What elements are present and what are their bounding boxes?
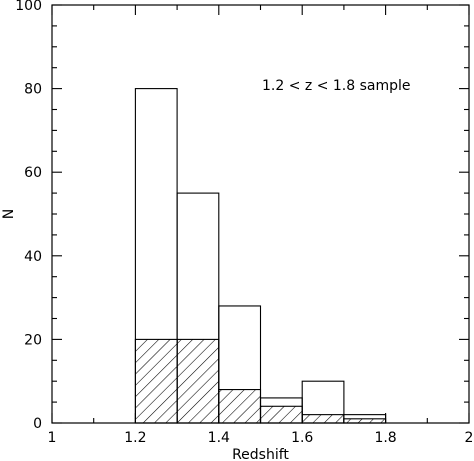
x-axis-ticks: 1 1.2 1.4 1.6 1.8 2 [48,5,474,446]
x-axis-label: Redshift [232,447,289,461]
y-tick-label: 100 [15,0,42,14]
hatched-bar [301,414,345,424]
x-tick-label: 1.6 [291,430,313,446]
x-tick-label: 1 [48,430,57,446]
y-tick-label: 80 [24,82,42,98]
y-axis-label: N [1,209,17,219]
hatched-bar [259,405,303,424]
x-tick-label: 2 [465,430,474,446]
y-tick-label: 0 [33,416,42,432]
hatched-bar [343,418,387,424]
y-tick-label: 60 [24,165,42,181]
sample-annotation: 1.2 < z < 1.8 sample [262,78,411,94]
x-tick-label: 1.2 [124,430,146,446]
hatched-bar [134,338,178,424]
x-tick-label: 1.4 [208,430,230,446]
hatched-histogram-series [134,338,387,424]
hatched-bar [176,338,220,424]
y-tick-label: 40 [24,249,42,265]
y-tick-label: 20 [24,332,42,348]
x-tick-label: 1.8 [374,430,396,446]
y-axis-ticks: 0 20 40 60 80 100 [15,0,469,432]
hatched-bar [218,389,262,424]
